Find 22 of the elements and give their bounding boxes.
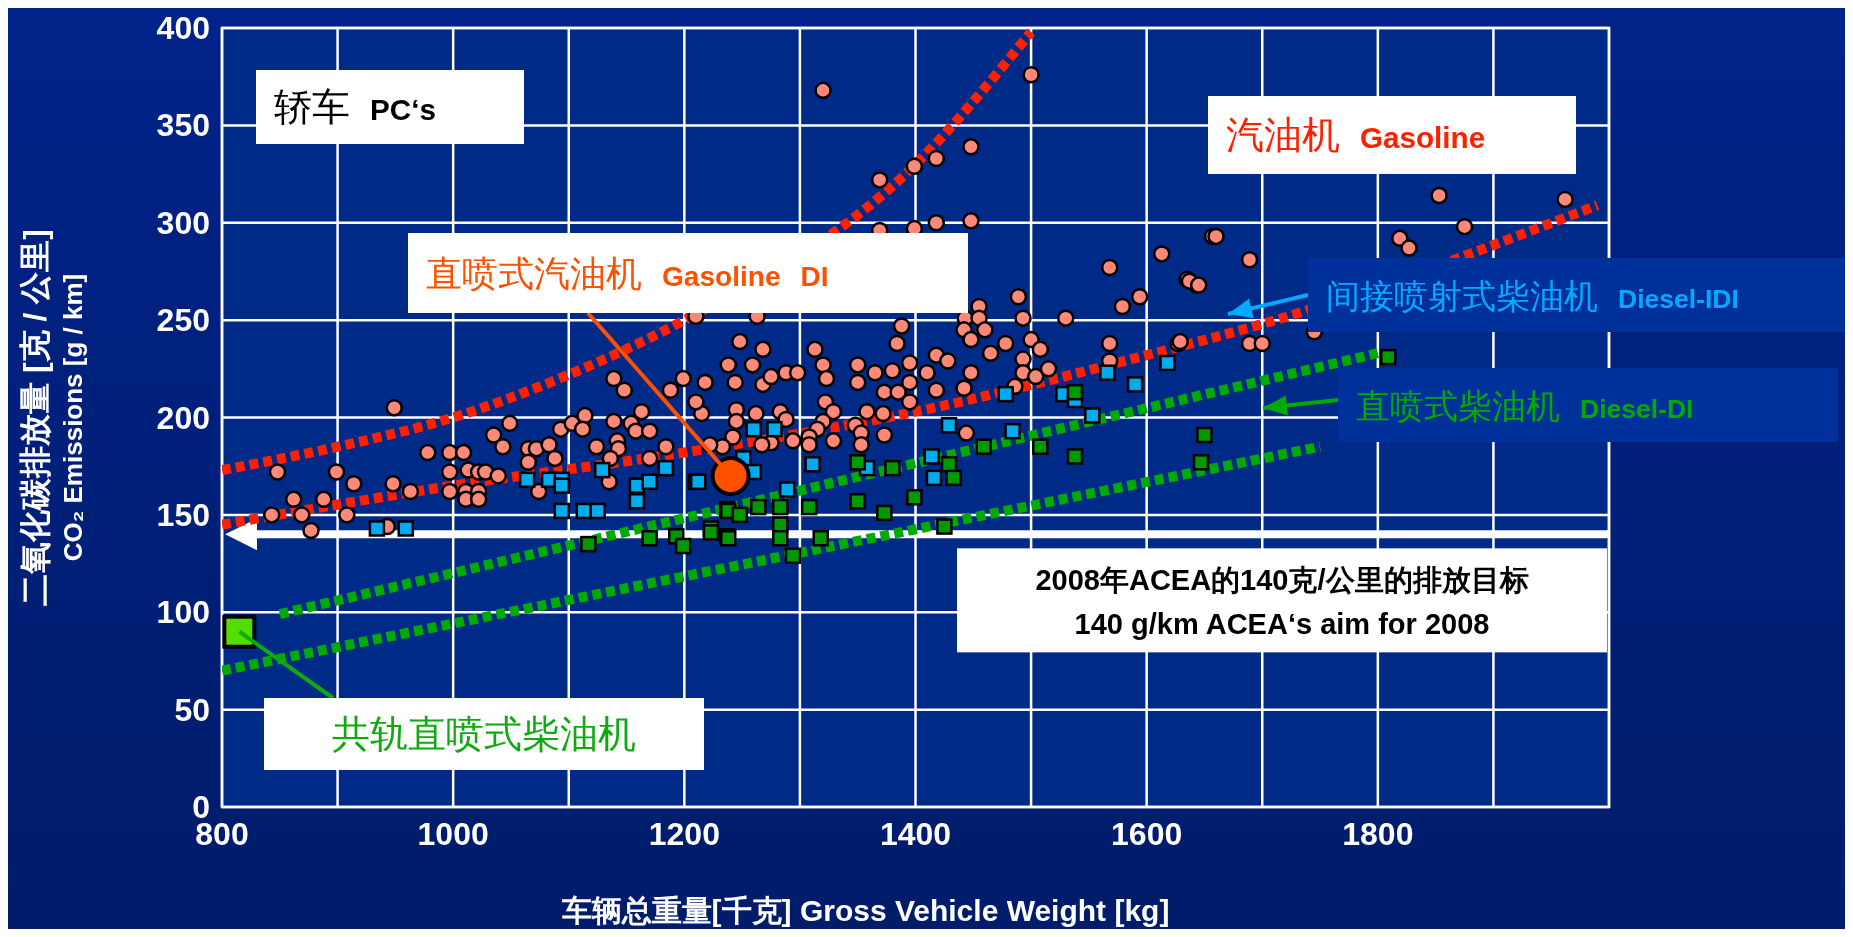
- y-tick-label: 50: [174, 691, 210, 728]
- x-tick-label: 1800: [1342, 816, 1414, 852]
- annotation: 共轨直喷式柴油机: [332, 713, 636, 755]
- y-tick-label: 200: [156, 399, 210, 436]
- annotation: 直喷式汽油机 Gasoline DI: [426, 253, 829, 294]
- annotation: 汽油机 Gasoline: [1226, 114, 1486, 156]
- ref-line-label: 2008年ACEA的140克/公里的排放目标 140 g/km ACEA‘s aim for 2008: [1035, 564, 1529, 641]
- y-tick-label: 350: [156, 107, 210, 144]
- annotation: 直喷式柴油机 Diesel-DI: [1356, 387, 1694, 425]
- annotation: 轿车 PC‘s: [274, 86, 436, 128]
- y-tick-label: 300: [156, 204, 210, 241]
- y-tick-label: 400: [156, 10, 210, 46]
- x-tick-label: 1200: [648, 816, 720, 852]
- y-tick-label: 150: [156, 496, 210, 533]
- x-axis-title: 车辆总重量[千克] Gross Vehicle Weight [kg]: [560, 894, 1170, 927]
- x-tick-label: 1400: [879, 816, 952, 852]
- annotation: 间接喷射式柴油机 Diesel-IDI: [1326, 277, 1739, 315]
- y-axis-title: 二氧化碳排放量 [克 / 公里] CO₂ Emissions [g / km]: [17, 229, 88, 606]
- x-tick-label: 1600: [1111, 816, 1183, 852]
- y-tick-label: 250: [156, 302, 210, 339]
- y-tick-label: 100: [156, 594, 210, 631]
- x-tick-label: 1000: [417, 816, 489, 852]
